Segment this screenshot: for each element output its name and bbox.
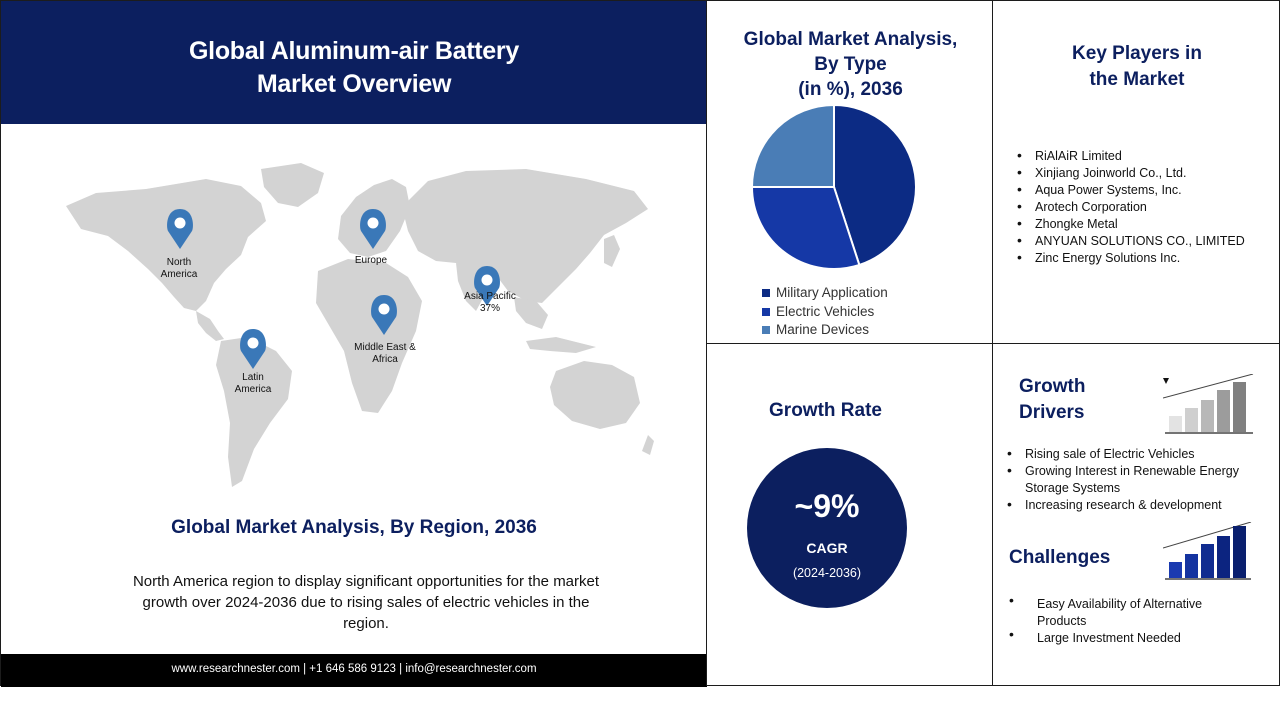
map-label-text: North: [166, 257, 192, 268]
landmass-africa: [316, 259, 422, 413]
cagr-period: (2024-2036): [792, 566, 862, 580]
list-item: Rising sale of Electric Vehicles: [1007, 445, 1267, 463]
pin-north-america-icon: [167, 209, 193, 249]
map-label-text: Europe: [354, 255, 388, 266]
legend-label: Marine Devices: [776, 322, 870, 337]
legend-swatch: [762, 289, 770, 298]
list-item: Zhongke Metal: [1015, 215, 1265, 233]
legend-item-military: Military Application: [762, 284, 888, 303]
landmass-asia: [402, 169, 648, 303]
list-item: Xinjiang Joinworld Co., Ltd.: [1015, 164, 1265, 182]
legend-item-electric-vehicles: Electric Vehicles: [762, 303, 888, 322]
title-banner: Global Aluminum-air Battery Market Overv…: [1, 1, 707, 124]
map-label-text: America: [160, 269, 198, 280]
landmass-australia: [550, 361, 640, 429]
world-map: [66, 163, 654, 487]
map-label-north-america: North America: [149, 257, 209, 281]
region-analysis-title: Global Market Analysis, By Region, 2036: [171, 517, 537, 538]
challenges-list: Easy Availability of Alternative Product…: [1007, 592, 1247, 647]
landmass-north-america: [66, 179, 266, 311]
list-item: Large Investment Needed: [1007, 626, 1247, 647]
list-item: Easy Availability of Alternative Product…: [1007, 592, 1247, 630]
map-label-text: Latin: [242, 372, 264, 383]
contact-footer: www.researchnester.com | +1 646 586 9123…: [1, 654, 707, 687]
type-pie-chart: [750, 103, 917, 270]
list-item: Aqua Power Systems, Inc.: [1015, 181, 1265, 199]
list-item: ANYUAN SOLUTIONS CO., LIMITED: [1015, 232, 1265, 250]
landmass-japan: [604, 235, 620, 267]
challenges-title: Challenges: [1009, 547, 1111, 568]
region-analysis-description: North America region to display signific…: [132, 573, 600, 632]
drivers-title-line1: Growth: [1019, 376, 1086, 397]
legend-swatch: [762, 307, 770, 316]
map-label-europe: Europe: [341, 255, 401, 267]
cagr-value: ~9%: [794, 488, 860, 524]
cagr-badge: ~9% CAGR (2024-2036): [747, 448, 907, 608]
pin-asia-pacific-icon: [474, 266, 500, 306]
cagr-label: CAGR: [806, 540, 848, 556]
landmass-central-america: [196, 311, 224, 341]
map-label-text: Middle East &: [354, 342, 416, 353]
map-label-asia-pacific: Asia Pacific 37%: [455, 291, 525, 315]
map-label-text: America: [234, 384, 272, 395]
landmass-greenland: [261, 163, 324, 207]
growth-rate-panel: Growth Rate ~9% CAGR (2024-2036): [706, 343, 993, 686]
legend-label: Electric Vehicles: [776, 303, 875, 319]
legend-label: Military Application: [776, 285, 888, 300]
pie-slice-electric-vehicles: [750, 186, 861, 270]
key-players-panel: Key Players in the Market RiAlAiR Limite…: [992, 0, 1280, 344]
type-title-line3: (in %), 2036: [798, 79, 903, 100]
page-title: Global Aluminum-air Battery Market Overv…: [1, 35, 707, 101]
pie-slice-military-application: [833, 103, 917, 267]
map-label-latin-america: Latin America: [223, 372, 283, 396]
landmass-south-america: [216, 337, 292, 487]
landmass-southeast-asia: [514, 297, 548, 329]
list-item: Zinc Energy Solutions Inc.: [1015, 249, 1265, 267]
growth-rate-title: Growth Rate: [769, 400, 882, 421]
map-pins: [167, 209, 500, 369]
map-label-text: Africa: [372, 354, 398, 365]
map-label-text: Asia Pacific: [464, 291, 516, 302]
legend-swatch: [762, 326, 770, 335]
pin-europe-icon: [360, 209, 386, 249]
growth-drivers-list: Rising sale of Electric Vehicles Growing…: [1007, 445, 1267, 514]
landmass-new-zealand: [642, 435, 654, 455]
pie-legend: Military Application Electric Vehicles M…: [762, 284, 888, 340]
pin-middle-east-africa-icon: [371, 295, 397, 335]
list-item: Arotech Corporation: [1015, 198, 1265, 216]
pin-latin-america-icon: [240, 329, 266, 369]
region-panel: Global Aluminum-air Battery Market Overv…: [0, 0, 707, 687]
landmass-indonesia: [526, 337, 596, 353]
key-players-list: RiAlAiR Limited Xinjiang Joinworld Co., …: [1015, 147, 1265, 267]
key-players-title-line2: the Market: [1089, 69, 1185, 90]
legend-item-marine-devices: Marine Devices: [762, 321, 888, 340]
page-title-line1: Global Aluminum-air Battery: [189, 37, 519, 65]
world-map-land: [66, 163, 654, 487]
growth-bar-chart-icon: [1163, 374, 1254, 434]
list-item: RiAlAiR Limited: [1015, 147, 1265, 165]
list-item: Increasing research & development: [1007, 496, 1267, 514]
challenges-bar-chart-icon: [1163, 522, 1252, 580]
drivers-challenges-panel: Growth Drivers Rising sale of Electric V…: [992, 343, 1280, 686]
map-label-middle-east-africa: Middle East & Africa: [345, 342, 425, 366]
map-label-text: 37%: [479, 303, 500, 314]
page-title-line2: Market Overview: [256, 70, 452, 98]
list-item: Growing Interest in Renewable Energy Sto…: [1007, 462, 1267, 497]
growth-drivers-title: Growth Drivers: [1019, 374, 1086, 426]
key-players-title-line1: Key Players in: [1072, 43, 1202, 64]
type-title-line1: Global Market Analysis,: [743, 29, 958, 50]
type-title-line2: By Type: [814, 54, 887, 75]
type-analysis-title: Global Market Analysis, By Type (in %), …: [707, 27, 994, 102]
key-players-title: Key Players in the Market: [993, 41, 1280, 93]
pie-slice-marine-devices: [750, 103, 835, 188]
drivers-title-line2: Drivers: [1019, 402, 1085, 423]
